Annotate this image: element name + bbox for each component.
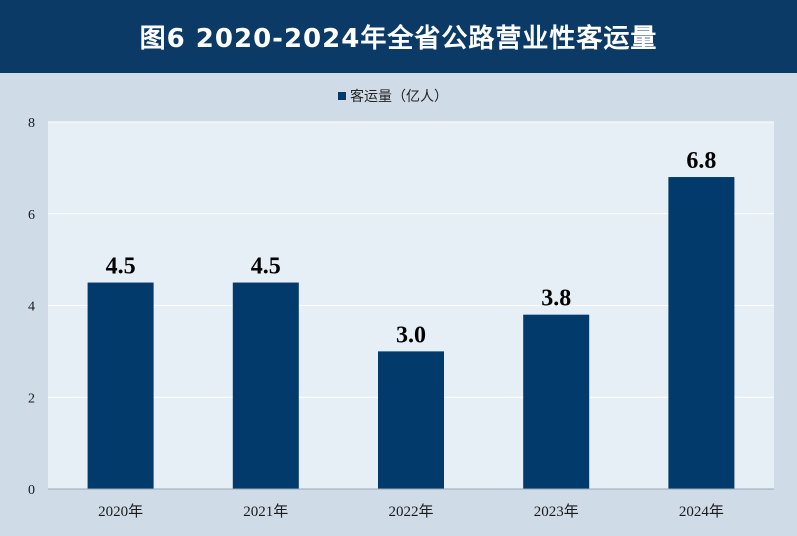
bar <box>87 282 154 489</box>
data-label: 3.8 <box>541 286 571 312</box>
x-tick-label: 2022年 <box>388 503 433 520</box>
x-tick-label: 2023年 <box>534 503 579 520</box>
y-tick-label: 4 <box>28 300 35 315</box>
legend: 客运量（亿人） <box>338 88 448 105</box>
legend-swatch <box>338 92 346 100</box>
data-label: 3.0 <box>396 322 426 348</box>
x-tick-label: 2020年 <box>98 503 143 520</box>
gridlines <box>48 121 774 398</box>
bar <box>232 282 299 489</box>
chart-area: 客运量（亿人） 0 2 4 6 8 4.5 4.5 3.0 3.8 6.8 2020年 2021年… <box>0 73 797 532</box>
y-axis-ticks: 0 2 4 6 8 <box>28 116 35 498</box>
bar <box>668 177 735 490</box>
legend-label: 客运量（亿人） <box>350 88 448 105</box>
x-tick-label: 2024年 <box>679 503 724 520</box>
data-label: 4.5 <box>106 254 136 280</box>
bar-chart: 客运量（亿人） 0 2 4 6 8 4.5 4.5 3.0 3.8 6.8 2020年 2021年… <box>28 88 774 520</box>
bar <box>523 314 590 489</box>
chart-header: 图6 2020-2024年全省公路营业性客运量 <box>0 0 797 73</box>
chart-title: 图6 2020-2024年全省公路营业性客运量 <box>139 24 658 54</box>
bar <box>378 351 444 489</box>
data-labels: 4.5 4.5 3.0 3.8 6.8 <box>106 148 717 348</box>
x-axis-ticks: 2020年 2021年 2022年 2023年 2024年 <box>98 503 724 520</box>
data-label: 6.8 <box>686 148 716 174</box>
y-tick-label: 8 <box>28 116 35 131</box>
data-label: 4.5 <box>251 254 281 280</box>
x-tick-label: 2021年 <box>243 503 288 520</box>
bars <box>87 177 735 490</box>
y-tick-label: 0 <box>28 483 35 498</box>
y-tick-label: 2 <box>28 391 35 406</box>
y-tick-label: 6 <box>28 208 35 223</box>
